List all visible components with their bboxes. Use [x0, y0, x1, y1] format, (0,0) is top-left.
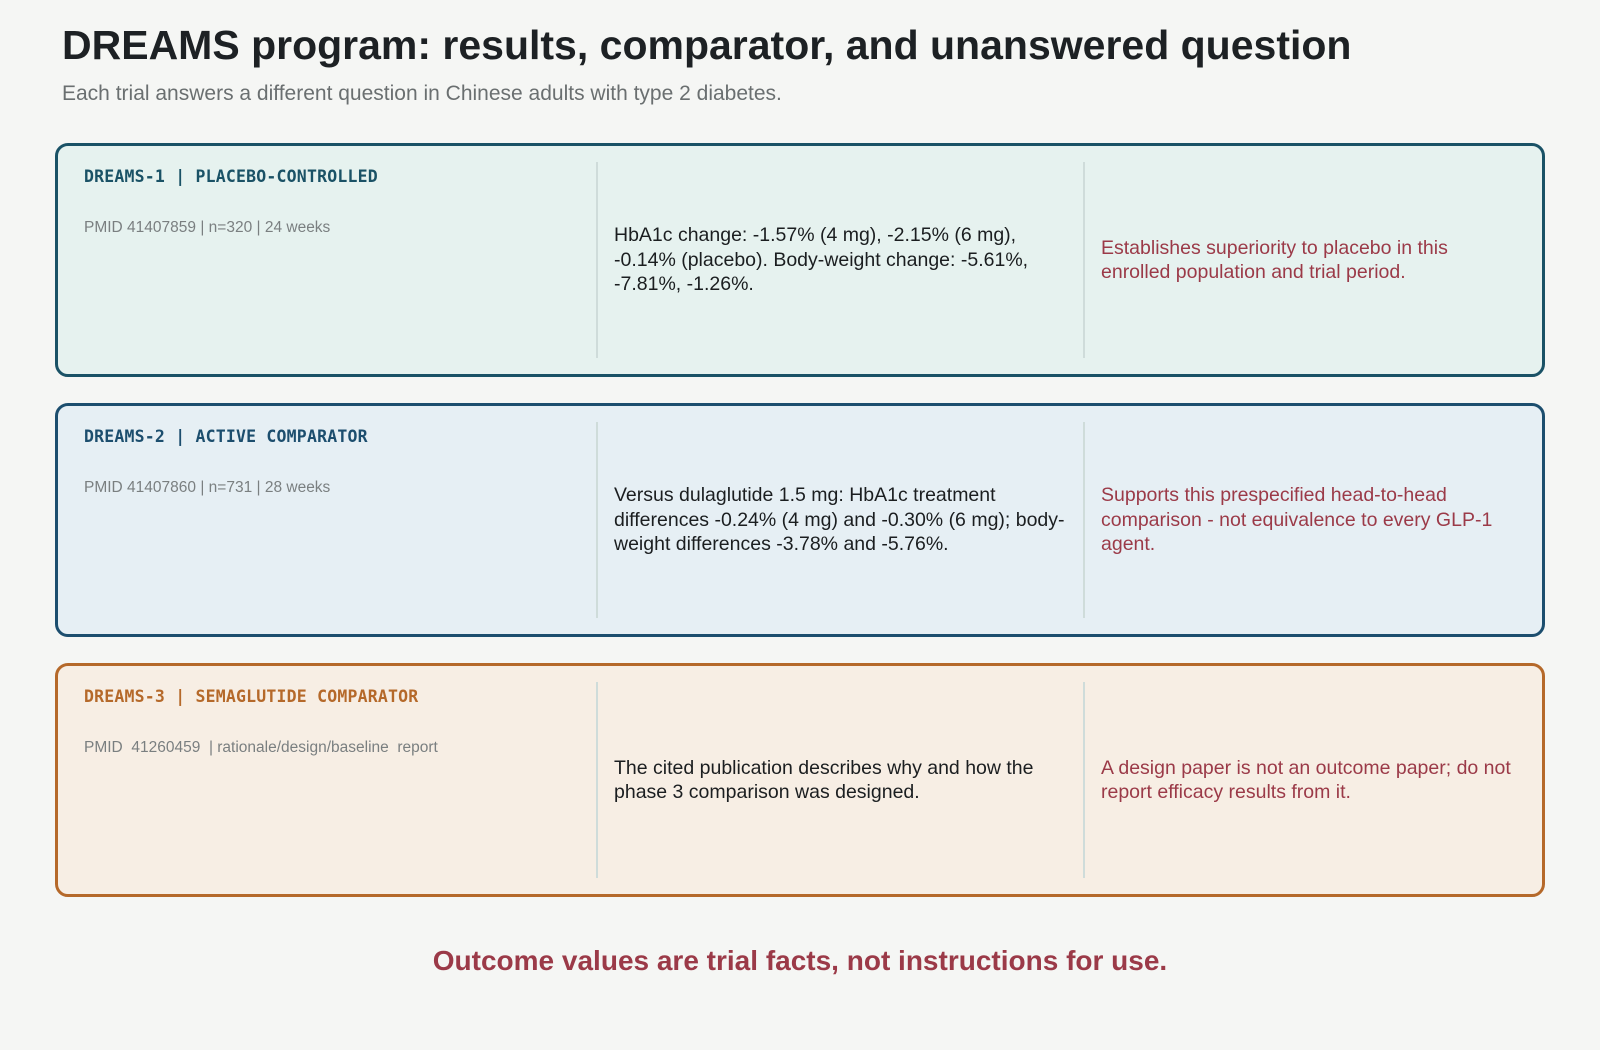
trial-meta: PMID 41260459 | rationale/design/baselin…: [84, 739, 438, 756]
trial-card-dreams-3: DREAMS-3 | SEMAGLUTIDE COMPARATOR PMID 4…: [55, 663, 1545, 897]
column-divider: [1083, 682, 1085, 878]
trial-note: A design paper is not an outcome paper; …: [1101, 756, 1511, 804]
trial-card-dreams-2: DREAMS-2 | ACTIVE COMPARATOR PMID 414078…: [55, 403, 1545, 637]
trial-result: HbA1c change: -1.57% (4 mg), -2.15% (6 m…: [614, 224, 1029, 296]
trial-note-cell: A design paper is not an outcome paper; …: [1101, 682, 1521, 878]
trial-result-cell: Versus dulaglutide 1.5 mg: HbA1c treatme…: [614, 422, 1074, 618]
trial-identity: DREAMS-2 | ACTIVE COMPARATOR PMID 414078…: [84, 422, 584, 618]
trial-meta: PMID 41407860 | n=731 | 28 weeks: [84, 479, 331, 496]
column-divider: [596, 422, 598, 618]
trial-note: Supports this prespecified head-to-head …: [1101, 484, 1493, 556]
column-divider: [596, 162, 598, 358]
trial-identity: DREAMS-1 | PLACEBO-CONTROLLED PMID 41407…: [84, 162, 584, 358]
page-title: DREAMS program: results, comparator, and…: [62, 22, 1352, 68]
column-divider: [1083, 162, 1085, 358]
trial-card-dreams-1: DREAMS-1 | PLACEBO-CONTROLLED PMID 41407…: [55, 143, 1545, 377]
trial-result: The cited publication describes why and …: [614, 756, 1034, 804]
trial-meta: PMID 41407859 | n=320 | 24 weeks: [84, 219, 331, 236]
trial-note-cell: Establishes superiority to placebo in th…: [1101, 162, 1521, 358]
trial-name: DREAMS-2 | ACTIVE COMPARATOR: [84, 427, 368, 446]
trial-note: Establishes superiority to placebo in th…: [1101, 236, 1448, 284]
trial-identity: DREAMS-3 | SEMAGLUTIDE COMPARATOR PMID 4…: [84, 682, 584, 878]
trial-result-cell: HbA1c change: -1.57% (4 mg), -2.15% (6 m…: [614, 162, 1074, 358]
trial-name: DREAMS-1 | PLACEBO-CONTROLLED: [84, 167, 378, 186]
trial-note-cell: Supports this prespecified head-to-head …: [1101, 422, 1521, 618]
trial-result: Versus dulaglutide 1.5 mg: HbA1c treatme…: [614, 484, 1065, 556]
column-divider: [1083, 422, 1085, 618]
trial-name: DREAMS-3 | SEMAGLUTIDE COMPARATOR: [84, 687, 419, 706]
trial-result-cell: The cited publication describes why and …: [614, 682, 1074, 878]
page-subtitle: Each trial answers a different question …: [62, 82, 782, 105]
column-divider: [596, 682, 598, 878]
footer-note: Outcome values are trial facts, not inst…: [432, 945, 1168, 976]
